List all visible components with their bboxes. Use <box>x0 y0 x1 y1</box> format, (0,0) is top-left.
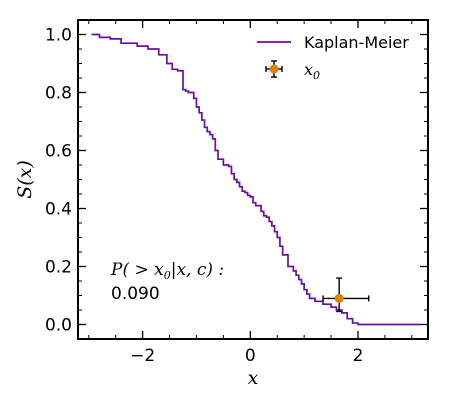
x-tick-label: 2 <box>353 346 364 366</box>
x-tick-label: 0 <box>245 346 256 366</box>
probability-label-prefix: P( > x <box>110 260 164 280</box>
y-tick-label: 0.0 <box>45 316 72 336</box>
x-tick-label: −2 <box>130 346 155 366</box>
legend-x0-swatch <box>269 64 279 74</box>
probability-label-suffix: |x, c) : <box>171 260 224 280</box>
y-tick-label: 0.8 <box>45 84 72 104</box>
y-tick-label: 0.4 <box>45 200 72 220</box>
y-axis-label: S(x) <box>14 160 36 199</box>
x-axis-label: x <box>248 367 259 389</box>
legend-x0-label: x0 <box>304 60 320 82</box>
kaplan-meier-curve <box>91 33 420 326</box>
legend-kaplan-meier-label: Kaplan-Meier <box>304 33 409 52</box>
probability-value: 0.090 <box>111 284 160 304</box>
plot-area <box>91 33 420 326</box>
y-tick-label: 1.0 <box>45 26 72 46</box>
x0-point <box>334 293 344 303</box>
y-tick-label: 0.6 <box>45 142 72 162</box>
plot-frame <box>77 19 429 340</box>
annotation: P( > x0|x, c) :0.090 <box>110 260 224 304</box>
legend-x0-subscript: 0 <box>313 69 320 82</box>
probability-label-subscript: 0 <box>164 269 171 282</box>
y-tick-label: 0.2 <box>45 258 72 278</box>
legend: Kaplan-Meier x0 <box>257 33 409 82</box>
axes: −2 0 2 0.0 0.2 0.4 0.6 0.8 1.0 <box>45 19 428 366</box>
probability-label: P( > x0|x, c) : <box>110 260 224 282</box>
